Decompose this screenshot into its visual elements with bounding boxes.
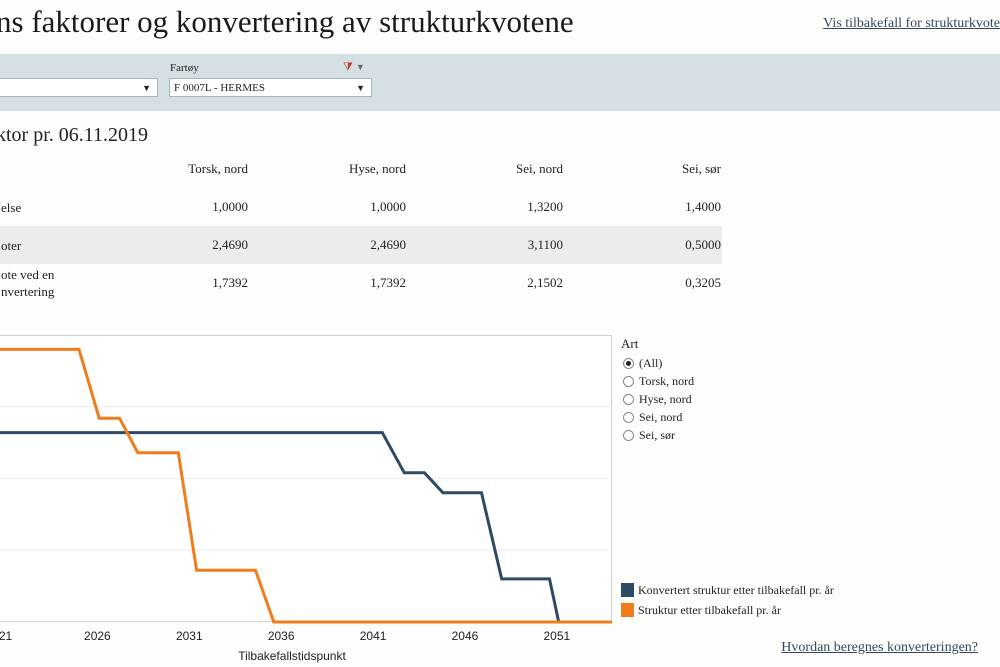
column-header: Sei, sør <box>682 161 721 176</box>
table-cell: 1,0000 <box>212 199 248 214</box>
row-label: oter <box>0 226 102 264</box>
chevron-down-icon: ▼ <box>356 83 365 93</box>
series-line-converted <box>0 431 612 624</box>
radio-icon[interactable] <box>623 376 634 387</box>
x-tick-label: 2051 <box>543 629 571 643</box>
table-cell: 0,3205 <box>685 275 721 290</box>
art-option-sei-nord[interactable]: Sei, nord <box>623 409 682 425</box>
series-line-structure <box>0 347 612 624</box>
art-option-hyse-nord[interactable]: Hyse, nord <box>623 391 692 407</box>
table-corner <box>0 150 102 188</box>
x-tick-label: 2046 <box>451 629 479 643</box>
radio-selected-icon[interactable] <box>623 358 634 369</box>
left-select[interactable]: ▼ <box>0 78 158 97</box>
art-option-label: Sei, sør <box>639 428 675 442</box>
column-header: Sei, nord <box>516 161 563 176</box>
table-cell: 1,7392 <box>370 275 406 290</box>
art-option-sei-sor[interactable]: Sei, sør <box>623 427 675 443</box>
table-cell: 2,4690 <box>249 226 407 264</box>
legend-swatch <box>621 583 634 597</box>
art-option-label: (All) <box>639 356 663 370</box>
table-row: ote ved en nvertering 1,7392 1,7392 2,15… <box>0 264 722 302</box>
art-filter-title: Art <box>621 336 639 351</box>
art-option-label: Sei, nord <box>639 410 683 424</box>
x-axis-label: Tilbakefallstidspunkt <box>238 649 346 663</box>
table-cell: 1,0000 <box>370 199 406 214</box>
legend-label: Struktur etter tilbakefall pr. år <box>638 603 781 617</box>
radio-icon[interactable] <box>623 430 634 441</box>
row-label: else <box>1 199 22 215</box>
chevron-down-icon: ▼ <box>142 83 151 93</box>
vessel-label: Fartøy <box>170 62 199 74</box>
table-row: oter 2,4690 2,4690 3,1100 0,5000 <box>0 226 722 264</box>
x-tick-label: 2036 <box>267 629 295 643</box>
table-cell: 1,3200 <box>527 199 563 214</box>
legend-label: Konvertert struktur etter tilbakefall pr… <box>638 583 834 597</box>
legend-item-structure: Struktur etter tilbakefall pr. år <box>621 603 781 617</box>
art-option-torsk-nord[interactable]: Torsk, nord <box>623 373 694 389</box>
table-cell: 3,1100 <box>407 226 564 264</box>
clear-filter-icon[interactable]: ⧩ <box>343 61 353 73</box>
column-header: Hyse, nord <box>348 161 406 176</box>
art-option-all[interactable]: (All) <box>623 355 662 371</box>
table-cell: 1,7392 <box>212 275 248 290</box>
x-tick-label: 2041 <box>359 629 387 643</box>
table-row: else 1,0000 1,0000 1,3200 1,4000 <box>0 188 722 226</box>
radio-icon[interactable] <box>623 412 634 423</box>
filter-bar: ▼ Fartøy ⧩ ▼ F 0007L - HERMES ▼ <box>0 54 1000 111</box>
legend-item-converted: Konvertert struktur etter tilbakefall pr… <box>621 583 834 597</box>
page-title: ns faktorer og konvertering av strukturk… <box>0 4 574 39</box>
table-cell: 0,5000 <box>564 226 722 264</box>
reversion-line-chart <box>0 347 612 624</box>
art-option-label: Hyse, nord <box>639 392 692 406</box>
x-tick-label: 2031 <box>175 629 203 643</box>
art-option-label: Torsk, nord <box>639 374 695 388</box>
vessel-select-value: F 0007L - HERMES <box>174 82 265 94</box>
how-conversion-link[interactable]: Hvordan beregnes konverteringen? <box>781 640 978 655</box>
column-header: Torsk, nord <box>188 161 248 176</box>
factors-table: Torsk, nord Hyse, nord Sei, nord Sei, sø… <box>0 150 722 302</box>
x-tick-label: 2026 <box>84 629 111 643</box>
chevron-down-icon[interactable]: ▼ <box>355 62 365 72</box>
factors-subtitle: ktor pr. 06.11.2019 <box>0 124 149 146</box>
radio-icon[interactable] <box>623 394 634 405</box>
x-tick-label: 21 <box>0 629 13 643</box>
vessel-filter-icons[interactable]: ⧩ ▼ <box>343 61 365 74</box>
row-label: ote ved en nvertering <box>1 267 55 299</box>
table-cell: 2,1502 <box>527 275 563 290</box>
vessel-select[interactable]: F 0007L - HERMES ▼ <box>169 78 372 97</box>
table-cell: 2,4690 <box>102 226 249 264</box>
legend-swatch <box>621 603 634 617</box>
table-cell: 1,4000 <box>685 199 721 214</box>
show-reversion-link[interactable]: Vis tilbakefall for strukturkvote <box>823 16 1000 31</box>
